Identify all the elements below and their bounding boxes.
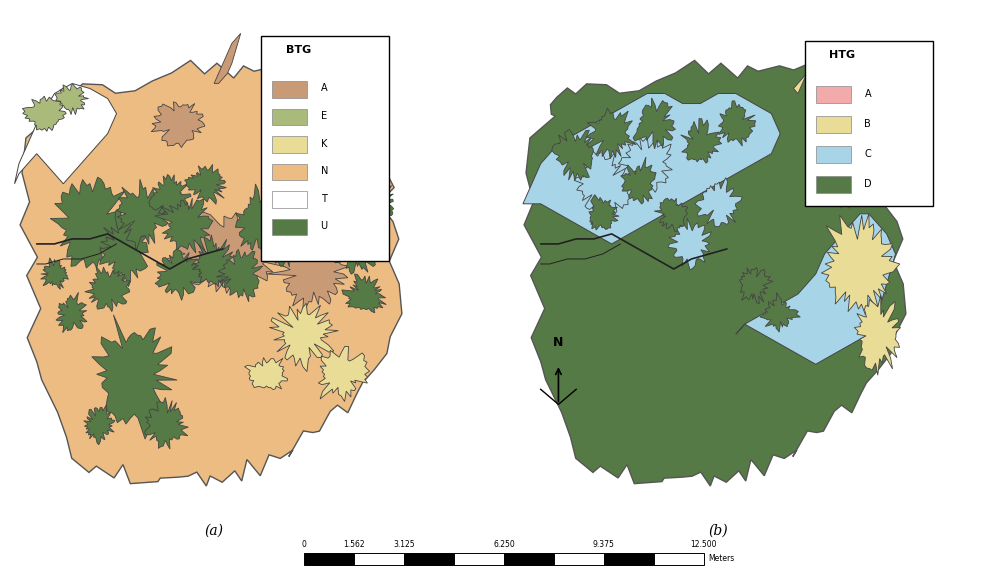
- Polygon shape: [575, 148, 634, 224]
- Text: (a): (a): [205, 524, 224, 538]
- FancyBboxPatch shape: [804, 41, 933, 206]
- Polygon shape: [151, 102, 205, 147]
- Polygon shape: [50, 177, 135, 268]
- Text: T: T: [321, 194, 327, 204]
- Polygon shape: [56, 293, 87, 333]
- Text: 0: 0: [302, 540, 306, 549]
- Polygon shape: [342, 274, 386, 313]
- Polygon shape: [149, 174, 192, 225]
- Bar: [454, 553, 504, 565]
- Bar: [272, 136, 307, 153]
- Bar: [815, 146, 851, 163]
- Text: U: U: [321, 222, 328, 231]
- Text: 12.500: 12.500: [690, 540, 717, 549]
- Text: Meters: Meters: [708, 554, 734, 563]
- Text: 3.125: 3.125: [393, 540, 415, 549]
- Text: A: A: [321, 83, 328, 93]
- Polygon shape: [822, 157, 863, 208]
- Polygon shape: [84, 405, 115, 445]
- Polygon shape: [621, 157, 656, 204]
- Bar: [404, 553, 454, 565]
- Bar: [815, 176, 851, 193]
- Polygon shape: [667, 218, 712, 270]
- Text: N: N: [553, 336, 563, 349]
- Polygon shape: [117, 179, 168, 251]
- Polygon shape: [22, 96, 67, 131]
- Bar: [604, 553, 654, 565]
- Polygon shape: [184, 164, 227, 204]
- Polygon shape: [100, 209, 148, 287]
- Polygon shape: [235, 184, 279, 254]
- Polygon shape: [719, 101, 756, 146]
- Polygon shape: [855, 296, 900, 375]
- Text: BTG: BTG: [285, 45, 311, 55]
- Polygon shape: [654, 198, 687, 231]
- Polygon shape: [760, 293, 800, 332]
- Polygon shape: [822, 214, 900, 315]
- Polygon shape: [736, 214, 895, 364]
- Polygon shape: [275, 181, 329, 231]
- Polygon shape: [245, 357, 287, 389]
- Polygon shape: [164, 212, 312, 293]
- Polygon shape: [695, 178, 742, 227]
- Text: B: B: [865, 118, 871, 129]
- Polygon shape: [524, 55, 906, 486]
- Text: C: C: [865, 149, 871, 159]
- Text: D: D: [865, 179, 872, 189]
- Text: 1.562: 1.562: [344, 540, 365, 549]
- Polygon shape: [20, 55, 402, 486]
- Text: (b): (b): [709, 524, 728, 538]
- Polygon shape: [633, 98, 675, 149]
- Text: 6.250: 6.250: [493, 540, 515, 549]
- Bar: [272, 81, 307, 97]
- Polygon shape: [154, 198, 213, 253]
- Polygon shape: [286, 107, 389, 227]
- Text: E: E: [321, 111, 327, 121]
- Bar: [553, 553, 604, 565]
- Polygon shape: [192, 235, 237, 287]
- Polygon shape: [351, 180, 394, 228]
- Polygon shape: [264, 220, 307, 267]
- Bar: [304, 553, 355, 565]
- Polygon shape: [269, 303, 339, 371]
- Bar: [653, 553, 704, 565]
- Bar: [504, 553, 553, 565]
- Polygon shape: [40, 258, 69, 289]
- Polygon shape: [793, 43, 825, 93]
- Polygon shape: [155, 250, 207, 300]
- Text: N: N: [321, 166, 328, 176]
- Polygon shape: [335, 224, 377, 274]
- Polygon shape: [55, 85, 89, 115]
- Polygon shape: [299, 197, 343, 248]
- Bar: [815, 86, 851, 103]
- Polygon shape: [14, 83, 117, 184]
- Polygon shape: [680, 119, 722, 163]
- Text: HTG: HTG: [830, 50, 856, 61]
- FancyBboxPatch shape: [261, 36, 389, 261]
- Polygon shape: [523, 93, 780, 244]
- Bar: [815, 116, 851, 132]
- Polygon shape: [145, 398, 188, 449]
- Polygon shape: [551, 129, 597, 180]
- Polygon shape: [618, 135, 672, 193]
- Polygon shape: [266, 237, 349, 317]
- Polygon shape: [216, 250, 263, 302]
- Bar: [272, 108, 307, 125]
- Polygon shape: [740, 267, 773, 304]
- Text: K: K: [321, 139, 327, 149]
- Bar: [272, 191, 307, 208]
- Polygon shape: [92, 315, 177, 439]
- Bar: [272, 164, 307, 180]
- Text: 9.375: 9.375: [593, 540, 615, 549]
- Polygon shape: [319, 346, 370, 402]
- Bar: [272, 219, 307, 236]
- Polygon shape: [589, 195, 619, 230]
- Polygon shape: [587, 108, 636, 159]
- Polygon shape: [214, 33, 241, 83]
- Text: A: A: [865, 89, 871, 99]
- Polygon shape: [85, 266, 130, 312]
- Bar: [355, 553, 404, 565]
